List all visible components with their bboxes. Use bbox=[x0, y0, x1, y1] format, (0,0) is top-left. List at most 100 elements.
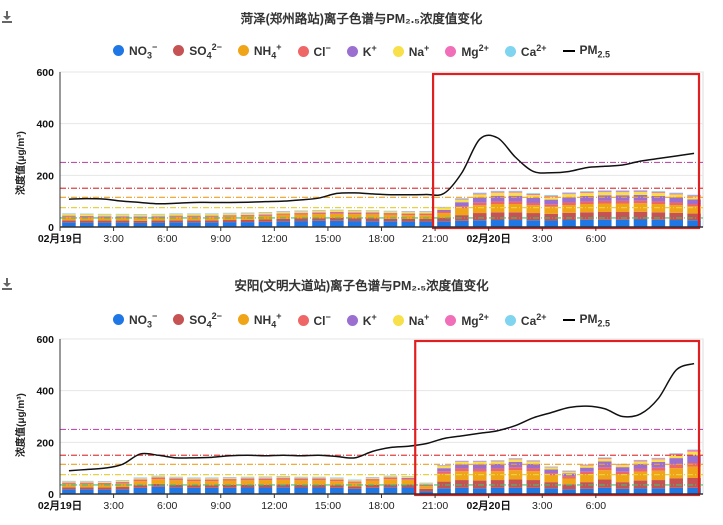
legend-item[interactable]: PM2.5 bbox=[562, 42, 611, 60]
bar-segment bbox=[169, 217, 183, 221]
bar-segment bbox=[258, 477, 273, 479]
bar-segment bbox=[151, 217, 166, 221]
bar-segment bbox=[258, 215, 273, 220]
bar-segment bbox=[187, 220, 201, 223]
download-icon[interactable] bbox=[0, 277, 14, 291]
x-tick-label: 02月20日 bbox=[466, 500, 510, 512]
bar-segment bbox=[401, 213, 416, 216]
bar-segment bbox=[437, 221, 451, 227]
legend-item[interactable]: NH4+ bbox=[237, 311, 282, 329]
bar-segment bbox=[294, 212, 308, 214]
legend-dot-icon bbox=[346, 45, 358, 57]
bar-segment bbox=[115, 222, 130, 227]
bar-segment bbox=[240, 222, 255, 227]
bar-segment bbox=[633, 463, 648, 469]
bar-segment bbox=[526, 205, 541, 214]
legend-item[interactable]: Mg2+ bbox=[445, 43, 489, 59]
bar-segment bbox=[580, 219, 594, 227]
bar-segment bbox=[544, 488, 558, 494]
bar-segment bbox=[312, 212, 326, 213]
legend-dot-icon bbox=[445, 314, 457, 326]
bar-segment bbox=[526, 463, 541, 469]
legend-label: PM2.5 bbox=[579, 42, 611, 60]
bar-segment bbox=[62, 483, 76, 485]
legend-item[interactable]: Ca2+ bbox=[504, 43, 547, 59]
legend-item[interactable]: Na+ bbox=[392, 312, 429, 328]
legend-dot-icon bbox=[237, 45, 249, 57]
bar-segment bbox=[669, 478, 683, 488]
download-icon[interactable] bbox=[0, 10, 14, 24]
bar-segment bbox=[205, 479, 219, 480]
bar-segment bbox=[80, 480, 94, 482]
bar-segment bbox=[437, 481, 451, 489]
y-tick-label: 600 bbox=[36, 67, 54, 79]
bar-segment bbox=[526, 193, 541, 195]
bar-segment bbox=[437, 206, 451, 208]
bar-segment bbox=[633, 200, 648, 204]
legend-item[interactable]: NO3− bbox=[112, 42, 157, 60]
legend-item[interactable]: NH4+ bbox=[237, 42, 282, 60]
bar-segment bbox=[365, 480, 380, 485]
bar-segment bbox=[365, 487, 380, 494]
x-tick-label: 15:00 bbox=[315, 233, 341, 245]
bar-segment bbox=[383, 210, 398, 212]
bar-segment bbox=[115, 220, 130, 223]
bar-segment bbox=[544, 220, 558, 227]
bar-segment bbox=[580, 464, 594, 466]
bar-segment bbox=[151, 476, 166, 478]
bar-segment bbox=[330, 220, 344, 227]
legend-item[interactable]: K+ bbox=[346, 43, 377, 59]
bar-segment bbox=[258, 214, 273, 216]
bar-segment bbox=[240, 487, 255, 494]
legend-label: K+ bbox=[362, 43, 377, 59]
bar-segment bbox=[115, 487, 130, 490]
bar-segment bbox=[365, 476, 380, 478]
bar-segment bbox=[62, 489, 76, 494]
legend-item[interactable]: Ca2+ bbox=[504, 312, 547, 328]
legend-item[interactable]: PM2.5 bbox=[562, 312, 610, 328]
chart-plot: 0 200 400 600 02月19日 3:00 6:00 9:00 12:00 15:00 18… bbox=[36, 334, 704, 512]
bar-segment bbox=[419, 486, 433, 489]
bar-segment bbox=[80, 214, 94, 216]
bar-segment bbox=[205, 478, 219, 480]
bar-segment bbox=[187, 479, 201, 480]
bar-segment bbox=[419, 213, 433, 216]
legend-item[interactable]: K+ bbox=[346, 312, 377, 328]
bar-segment bbox=[187, 478, 201, 480]
bar-segment bbox=[419, 221, 433, 227]
legend-dot-icon bbox=[346, 314, 358, 326]
bar-segment bbox=[80, 220, 94, 223]
bar-segment bbox=[133, 479, 148, 482]
bar-segment bbox=[115, 214, 130, 217]
bar-segment bbox=[437, 213, 451, 218]
legend-item[interactable]: Cl− bbox=[297, 43, 331, 59]
legend-item[interactable]: NO3− bbox=[112, 311, 157, 329]
bar-segment bbox=[562, 194, 576, 198]
bar-segment bbox=[544, 199, 558, 205]
bar-segment bbox=[365, 212, 380, 214]
bar-segment bbox=[258, 212, 273, 213]
bar-segment bbox=[80, 489, 94, 494]
bar-segment bbox=[222, 477, 237, 479]
bar-segment bbox=[615, 192, 630, 196]
bar-segment bbox=[80, 217, 94, 221]
bar-segment bbox=[562, 489, 576, 494]
legend-item[interactable]: Mg2+ bbox=[445, 312, 489, 328]
chart-title: 安阳(文明大道站)离子色谱与PM₂.₅浓度值变化 bbox=[234, 279, 489, 293]
bar-segment bbox=[437, 209, 451, 212]
bar-segment bbox=[276, 475, 291, 477]
bar-segment bbox=[562, 471, 576, 474]
bar-segment bbox=[455, 461, 469, 462]
bar-segment bbox=[222, 222, 237, 227]
bar-segment bbox=[151, 213, 166, 215]
legend-item[interactable]: Na+ bbox=[392, 43, 429, 59]
legend-item[interactable]: Cl− bbox=[297, 312, 331, 328]
bar-segment bbox=[97, 481, 112, 482]
bar-segment bbox=[169, 222, 183, 227]
bar-segment bbox=[62, 481, 76, 483]
bar-segment bbox=[544, 196, 558, 200]
legend-item[interactable]: SO42− bbox=[173, 311, 222, 329]
bar-segment bbox=[258, 484, 273, 488]
legend-item[interactable]: SO42− bbox=[173, 42, 222, 60]
bar-segment bbox=[651, 458, 666, 460]
